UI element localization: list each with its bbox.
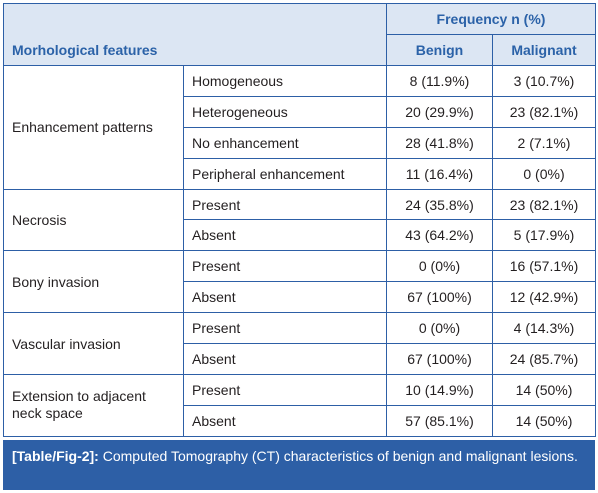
feature-cell: Bony invasion xyxy=(3,250,184,314)
header-row-top: Morhological features Frequency n (%) xyxy=(3,3,596,66)
subfeature-cell: Absent xyxy=(183,219,387,252)
malignant-cell: 16 (57.1%) xyxy=(492,250,596,283)
table-row: Absent 57 (85.1%) 14 (50%) xyxy=(4,404,596,437)
table-row: Absent 67 (100%) 24 (85.7%) xyxy=(4,343,596,375)
malignant-header: Malignant xyxy=(492,34,596,66)
table-row: Enhancement patterns Homogeneous 8 (11.9%)… xyxy=(3,65,596,190)
benign-cell: 57 (85.1%) xyxy=(386,404,493,437)
caption-label: [Table/Fig-2]: xyxy=(12,448,99,464)
malignant-cell: 23 (82.1%) xyxy=(492,188,596,221)
subfeature-cell: Heterogeneous xyxy=(183,95,387,128)
malignant-cell: 14 (50%) xyxy=(492,404,596,437)
subfeature-cell: Absent xyxy=(183,281,387,314)
benign-header: Benign xyxy=(386,34,493,66)
benign-cell: 67 (100%) xyxy=(386,281,493,314)
table-row: Absent 43 (64.2%) 5 (17.9%) xyxy=(4,219,596,252)
subfeature-cell: Present xyxy=(183,188,387,221)
malignant-cell: 4 (14.3%) xyxy=(492,312,596,345)
subfeature-cell: Present xyxy=(183,312,387,345)
subfeature-cell: No enhancement xyxy=(183,126,387,159)
benign-cell: 20 (29.9%) xyxy=(386,95,493,128)
benign-cell: 43 (64.2%) xyxy=(386,219,493,252)
frequency-header: Frequency n (%) xyxy=(386,3,596,35)
feature-cell: Vascular invasion xyxy=(3,312,184,375)
malignant-cell: 24 (85.7%) xyxy=(492,343,596,375)
benign-cell: 24 (35.8%) xyxy=(386,188,493,221)
benign-cell: 28 (41.8%) xyxy=(386,126,493,159)
malignant-cell: 12 (42.9%) xyxy=(492,281,596,314)
malignant-cell: 3 (10.7%) xyxy=(492,65,596,97)
malignant-cell: 23 (82.1%) xyxy=(492,95,596,128)
benign-cell: 10 (14.9%) xyxy=(386,373,493,406)
subfeature-cell: Absent xyxy=(183,404,387,437)
table-row: Extension to adjacent neck space Present 1… xyxy=(3,373,596,437)
benign-cell: 8 (11.9%) xyxy=(386,65,493,97)
subfeature-cell: Homogeneous xyxy=(183,65,387,97)
table-row: Heterogeneous 20 (29.9%) 23 (82.1%) xyxy=(4,95,596,128)
benign-cell: 0 (0%) xyxy=(386,312,493,345)
feature-cell: Necrosis xyxy=(3,188,184,252)
ct-characteristics-table: Morhological features Frequency n (%) Be… xyxy=(3,3,596,437)
table-caption: [Table/Fig-2]: Computed Tomography (CT) … xyxy=(3,440,595,490)
subfeature-cell: Present xyxy=(183,250,387,283)
header-row-bottom: Benign Malignant xyxy=(4,34,596,66)
subfeature-cell: Absent xyxy=(183,343,387,375)
benign-cell: 67 (100%) xyxy=(386,343,493,375)
subfeature-cell: Present xyxy=(183,373,387,406)
caption-text: Computed Tomography (CT) characteristics… xyxy=(98,448,578,464)
malignant-cell: 0 (0%) xyxy=(492,157,596,190)
table-row: Vascular invasion Present 0 (0%) 4 (14.3%) xyxy=(3,312,596,375)
table-row: Peripheral enhancement 11 (16.4%) 0 (0%) xyxy=(4,157,596,190)
benign-cell: 0 (0%) xyxy=(386,250,493,283)
table-row: Necrosis Present 24 (35.8%) 23 (82.1%) xyxy=(3,188,596,252)
malignant-cell: 14 (50%) xyxy=(492,373,596,406)
malignant-cell: 2 (7.1%) xyxy=(492,126,596,159)
subfeature-cell: Peripheral enhancement xyxy=(183,157,387,190)
malignant-cell: 5 (17.9%) xyxy=(492,219,596,252)
table-row: Absent 67 (100%) 12 (42.9%) xyxy=(4,281,596,314)
features-header: Morhological features xyxy=(3,3,387,66)
benign-cell: 11 (16.4%) xyxy=(386,157,493,190)
feature-cell: Enhancement patterns xyxy=(3,65,184,190)
table-row: Bony invasion Present 0 (0%) 16 (57.1%) xyxy=(3,250,596,314)
table-row: No enhancement 28 (41.8%) 2 (7.1%) xyxy=(4,126,596,159)
feature-cell: Extension to adjacent neck space xyxy=(3,373,184,437)
table-body: Enhancement patterns Homogeneous 8 (11.9%)… xyxy=(3,65,596,437)
